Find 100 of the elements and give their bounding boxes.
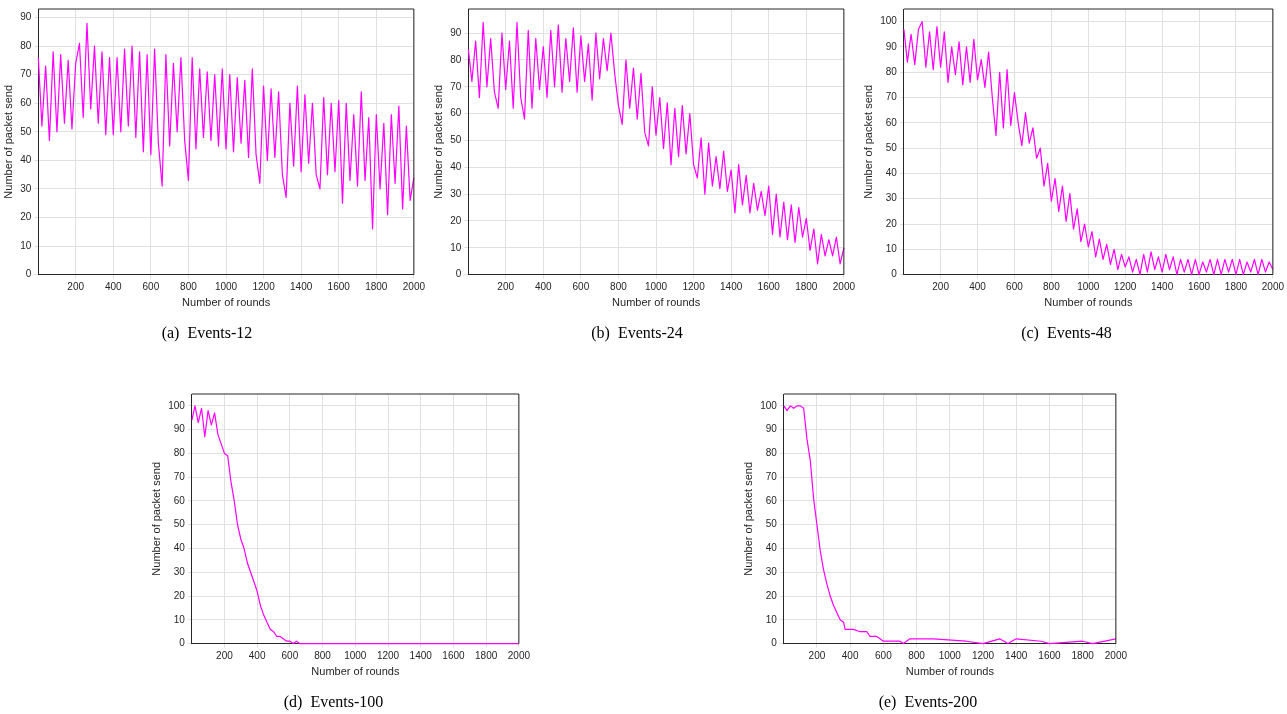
- x-tick-label: 800: [180, 281, 198, 293]
- x-tick-label: 1400: [1151, 281, 1174, 293]
- y-tick-label: 10: [20, 239, 32, 251]
- x-tick-label: 600: [142, 281, 160, 293]
- y-tick-label: 10: [765, 613, 778, 625]
- x-tick-label: 1200: [376, 650, 400, 662]
- y-tick-label: 60: [885, 116, 898, 128]
- x-tick-label: 1800: [475, 650, 498, 662]
- y-tick-label: 20: [450, 214, 462, 226]
- y-tick-label: 80: [173, 447, 186, 459]
- y-tick-label: 10: [450, 241, 462, 253]
- x-tick-label: 200: [497, 281, 515, 293]
- x-tick-label: 1200: [1114, 281, 1137, 293]
- y-tick-label: 100: [880, 15, 898, 27]
- x-tick-label: 200: [808, 650, 826, 662]
- text: (b) Events-24: [591, 323, 683, 342]
- x-axis-title: Number of rounds: [182, 296, 271, 309]
- x-axis-title: Number of rounds: [612, 296, 701, 309]
- x-tick-label: 2000: [1261, 281, 1285, 293]
- x-tick-label: 2000: [507, 650, 531, 662]
- y-axis-title: Number of packet send: [1, 84, 14, 199]
- y-tick-label: 40: [20, 154, 32, 166]
- y-tick-label: 50: [20, 125, 32, 137]
- y-tick-label: 20: [885, 217, 898, 229]
- x-tick-label: 1000: [344, 650, 367, 662]
- x-tick-label: 1000: [214, 281, 238, 293]
- y-axis-title: Number of packet send: [861, 84, 874, 199]
- x-tick-label: 1200: [682, 281, 706, 293]
- y-tick-label: 30: [450, 187, 462, 199]
- x-tick-label: 400: [969, 281, 987, 293]
- x-tick-label: 1600: [327, 281, 351, 293]
- y-tick-label: 40: [885, 167, 898, 179]
- y-tick-label: 80: [20, 39, 32, 51]
- y-tick-label: 70: [20, 68, 32, 80]
- y-tick-label: 40: [173, 542, 186, 554]
- y-tick-label: 10: [173, 613, 186, 625]
- y-tick-label: 0: [771, 637, 778, 649]
- y-tick-label: 20: [173, 589, 186, 601]
- y-tick-label: 60: [450, 107, 462, 119]
- y-tick-label: 90: [765, 423, 778, 435]
- y-tick-label: 0: [25, 268, 32, 280]
- x-tick-label: 800: [1043, 281, 1061, 293]
- x-tick-label: 1800: [1071, 650, 1095, 662]
- x-tick-label: 1800: [1224, 281, 1248, 293]
- x-tick-label: 1800: [795, 281, 818, 293]
- x-tick-label: 1400: [409, 650, 433, 662]
- x-axis-title: Number of rounds: [1044, 296, 1133, 309]
- text: (e) Events-200: [878, 692, 978, 711]
- y-tick-label: 0: [179, 637, 186, 649]
- y-axis-title: Number of packet send: [431, 84, 444, 199]
- x-tick-label: 200: [67, 281, 85, 293]
- x-tick-label: 1400: [290, 281, 313, 293]
- y-tick-label: 30: [885, 192, 898, 204]
- x-tick-label: 1600: [757, 281, 781, 293]
- y-tick-label: 90: [20, 11, 32, 23]
- x-tick-label: 1600: [1187, 281, 1211, 293]
- x-axis-title: Number of rounds: [905, 665, 995, 678]
- x-tick-label: 1400: [720, 281, 743, 293]
- x-tick-label: 1600: [1038, 650, 1061, 662]
- y-tick-label: 80: [450, 53, 462, 65]
- x-tick-label: 1000: [1077, 281, 1100, 293]
- y-tick-label: 30: [173, 566, 186, 578]
- y-tick-label: 10: [885, 243, 898, 255]
- y-tick-label: 100: [760, 399, 778, 411]
- x-tick-label: 1200: [971, 650, 995, 662]
- y-tick-label: 90: [885, 40, 898, 52]
- y-tick-label: 50: [885, 141, 898, 153]
- x-tick-label: 600: [875, 650, 893, 662]
- x-tick-label: 800: [908, 650, 926, 662]
- x-tick-label: 1600: [442, 650, 466, 662]
- y-tick-label: 80: [885, 65, 898, 77]
- y-tick-label: 70: [885, 91, 898, 103]
- y-tick-label: 40: [765, 542, 778, 554]
- x-tick-label: 800: [610, 281, 628, 293]
- text: (a) Events-12: [161, 323, 253, 342]
- x-tick-label: 1000: [644, 281, 668, 293]
- x-tick-label: 1200: [252, 281, 276, 293]
- x-tick-label: 400: [248, 650, 266, 662]
- x-tick-label: 2000: [1104, 650, 1128, 662]
- y-tick-label: 70: [450, 80, 462, 92]
- y-tick-label: 20: [765, 589, 778, 601]
- y-axis-title: Number of packet send: [149, 461, 162, 576]
- x-tick-label: 200: [932, 281, 950, 293]
- y-tick-label: 20: [20, 211, 32, 223]
- x-tick-label: 800: [314, 650, 332, 662]
- text: (c) Events-48: [1021, 323, 1112, 342]
- x-tick-label: 400: [841, 650, 859, 662]
- y-tick-label: 50: [765, 518, 778, 530]
- y-tick-label: 30: [20, 182, 32, 194]
- x-tick-label: 1000: [938, 650, 962, 662]
- x-tick-label: 400: [104, 281, 123, 293]
- x-axis-title: Number of rounds: [311, 665, 400, 678]
- y-tick-label: 90: [450, 26, 462, 38]
- x-tick-label: 1400: [1005, 650, 1028, 662]
- x-tick-label: 2000: [832, 281, 856, 293]
- x-tick-label: 1800: [365, 281, 388, 293]
- x-tick-label: 200: [216, 650, 234, 662]
- y-tick-label: 0: [455, 268, 462, 280]
- y-tick-label: 90: [173, 423, 186, 435]
- y-tick-label: 40: [450, 161, 462, 173]
